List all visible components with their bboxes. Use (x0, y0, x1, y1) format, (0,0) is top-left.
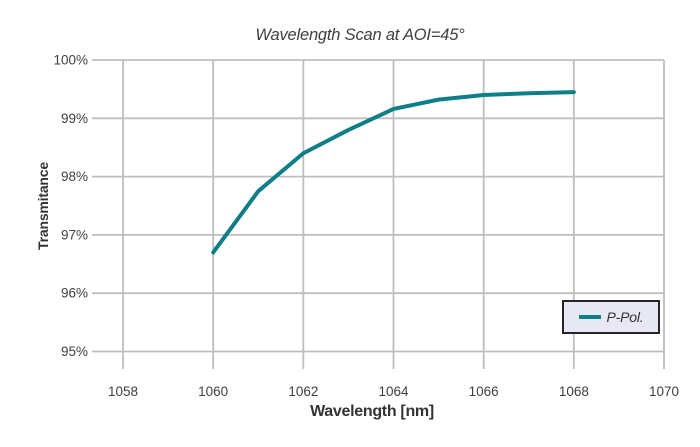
series-line-P-Pol. (211, 90, 576, 255)
legend-line-swatch (578, 315, 601, 319)
x-axis-title: Wavelength [nm] (310, 403, 434, 420)
legend-label: P-Pol. (606, 309, 644, 325)
y-tick-label: 97% (61, 227, 88, 242)
chart-title: Wavelength Scan at AOI=45° (255, 26, 465, 44)
x-tick-label: 1064 (378, 384, 409, 399)
legend: P-Pol. (562, 300, 660, 334)
x-tick-label: 1066 (469, 384, 499, 399)
y-tick-label: 96% (61, 286, 88, 301)
x-tick-label: 1060 (198, 384, 228, 399)
y-tick-label: 98% (61, 169, 88, 184)
x-tick-label: 1070 (649, 384, 679, 399)
y-tick-label: 99% (61, 111, 88, 126)
x-tick-label: 1068 (559, 384, 589, 399)
y-tick-label: 95% (61, 344, 88, 359)
x-tick-label: 1062 (288, 384, 318, 399)
y-axis-title: Transmitance (35, 162, 51, 250)
x-tick-label: 1058 (108, 384, 138, 399)
y-tick-label: 100% (53, 53, 88, 68)
